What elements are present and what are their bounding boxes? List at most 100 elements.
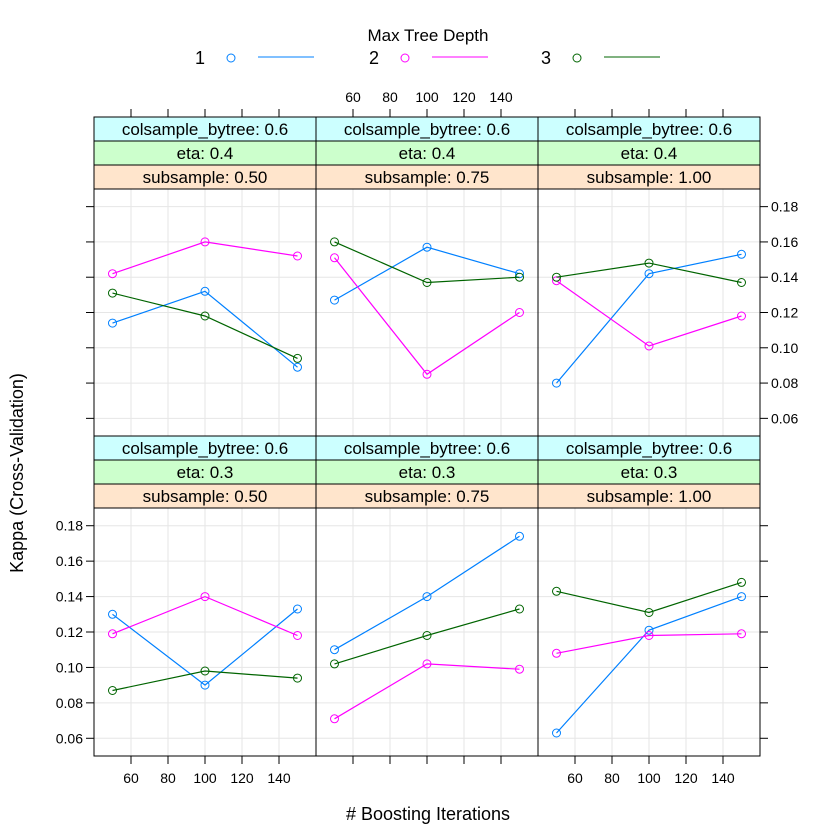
data-point [330, 714, 339, 724]
strip-label: subsample: 1.00 [587, 487, 712, 506]
data-point [108, 686, 117, 695]
series-line-2 [334, 663, 520, 720]
strip-label: eta: 0.4 [177, 144, 234, 163]
data-point [108, 629, 117, 639]
panel-6: colsample_bytree: 0.6 eta: 0.4 subsample: … [537, 116, 761, 437]
data-point [737, 577, 746, 587]
legend: 1 2 3 [195, 48, 660, 68]
legend-label-2: 2 [369, 48, 379, 68]
data-point [422, 659, 432, 669]
legend-marker-1 [226, 53, 236, 63]
data-point [200, 237, 210, 247]
x-tick-label: 140 [267, 770, 291, 786]
data-point [330, 295, 339, 305]
y-tick-label: 0.18 [56, 518, 83, 534]
data-point [552, 648, 561, 658]
x-tick-label: 100 [193, 770, 217, 786]
x-tick-label: 120 [230, 770, 254, 786]
series-line-3 [112, 670, 298, 692]
data-point [293, 631, 302, 640]
x-tick-label: 100 [637, 770, 661, 786]
data-point [108, 318, 117, 328]
y-tick-label: 0.08 [56, 695, 83, 711]
data-point [330, 659, 339, 669]
strip-2 [93, 140, 317, 166]
y-tick-label: 0.14 [771, 269, 798, 285]
series-line-2 [334, 257, 520, 376]
strip-label: eta: 0.3 [621, 463, 678, 482]
series-line-2 [112, 241, 298, 275]
panels: colsample_bytree: 0.6 eta: 0.3 subsample: … [93, 116, 761, 757]
x-tick-label: 80 [160, 770, 176, 786]
data-point [552, 728, 561, 738]
data-point [515, 308, 524, 317]
x-tick-label: 120 [452, 89, 476, 105]
data-point [293, 353, 302, 363]
data-point [552, 272, 561, 282]
strip-2 [537, 459, 761, 485]
data-point [108, 288, 117, 298]
strip-3 [537, 164, 761, 190]
legend-title: Max Tree Depth [368, 26, 489, 45]
series-line-1 [334, 246, 520, 301]
data-point [108, 609, 117, 619]
legend-marker-3 [572, 53, 582, 63]
data-point [200, 666, 210, 676]
data-point [293, 604, 302, 614]
data-point [422, 592, 432, 602]
strip-label: subsample: 0.50 [143, 168, 268, 187]
series-line-1 [334, 535, 520, 651]
x-axis-title: # Boosting Iterations [346, 804, 510, 824]
x-tick-label: 140 [489, 89, 513, 105]
series-line-1 [556, 253, 742, 384]
strip-label: subsample: 0.75 [365, 168, 490, 187]
y-tick-label: 0.12 [771, 305, 798, 321]
data-point [552, 586, 561, 596]
data-point [737, 278, 746, 287]
x-tick-label: 120 [674, 770, 698, 786]
data-point [293, 362, 302, 372]
data-point [644, 625, 654, 635]
strip-label: subsample: 1.00 [587, 168, 712, 187]
strip-3 [315, 164, 539, 190]
x-tick-label: 60 [345, 89, 361, 105]
strip-3 [537, 483, 761, 509]
y-tick-label: 0.14 [56, 589, 83, 605]
strip-label: colsample_bytree: 0.6 [122, 439, 288, 458]
data-point [422, 242, 432, 252]
data-point [515, 272, 524, 282]
series-line-3 [334, 608, 520, 665]
strip-label: colsample_bytree: 0.6 [344, 120, 510, 139]
y-tick-label: 0.16 [56, 553, 83, 569]
data-point [330, 645, 339, 655]
data-point [515, 531, 524, 541]
series-line-1 [556, 596, 742, 734]
x-tick-label: 80 [382, 89, 398, 105]
data-point [515, 664, 524, 674]
panel-3: colsample_bytree: 0.6 eta: 0.3 subsample: … [537, 435, 761, 757]
strip-label: colsample_bytree: 0.6 [344, 439, 510, 458]
panel-2: colsample_bytree: 0.6 eta: 0.3 subsample: … [315, 435, 539, 757]
series-line-3 [556, 262, 742, 284]
strip-3 [315, 483, 539, 509]
series-line-2 [556, 633, 742, 654]
data-point [644, 258, 654, 268]
series-line-1 [112, 608, 298, 686]
y-tick-label: 0.06 [56, 730, 83, 746]
panel-5: colsample_bytree: 0.6 eta: 0.4 subsample: … [315, 116, 539, 437]
data-point [737, 592, 746, 602]
data-point [737, 249, 746, 259]
strip-label: eta: 0.3 [177, 463, 234, 482]
series-line-3 [556, 581, 742, 614]
legend-label-1: 1 [195, 48, 205, 68]
data-point [108, 269, 117, 279]
series-line-1 [112, 290, 298, 368]
series-line-2 [556, 280, 742, 347]
strip-label: subsample: 0.50 [143, 487, 268, 506]
data-point [293, 673, 302, 683]
data-point [552, 378, 561, 388]
data-point [644, 631, 654, 640]
strip-label: eta: 0.3 [399, 463, 456, 482]
series-line-2 [112, 595, 298, 637]
